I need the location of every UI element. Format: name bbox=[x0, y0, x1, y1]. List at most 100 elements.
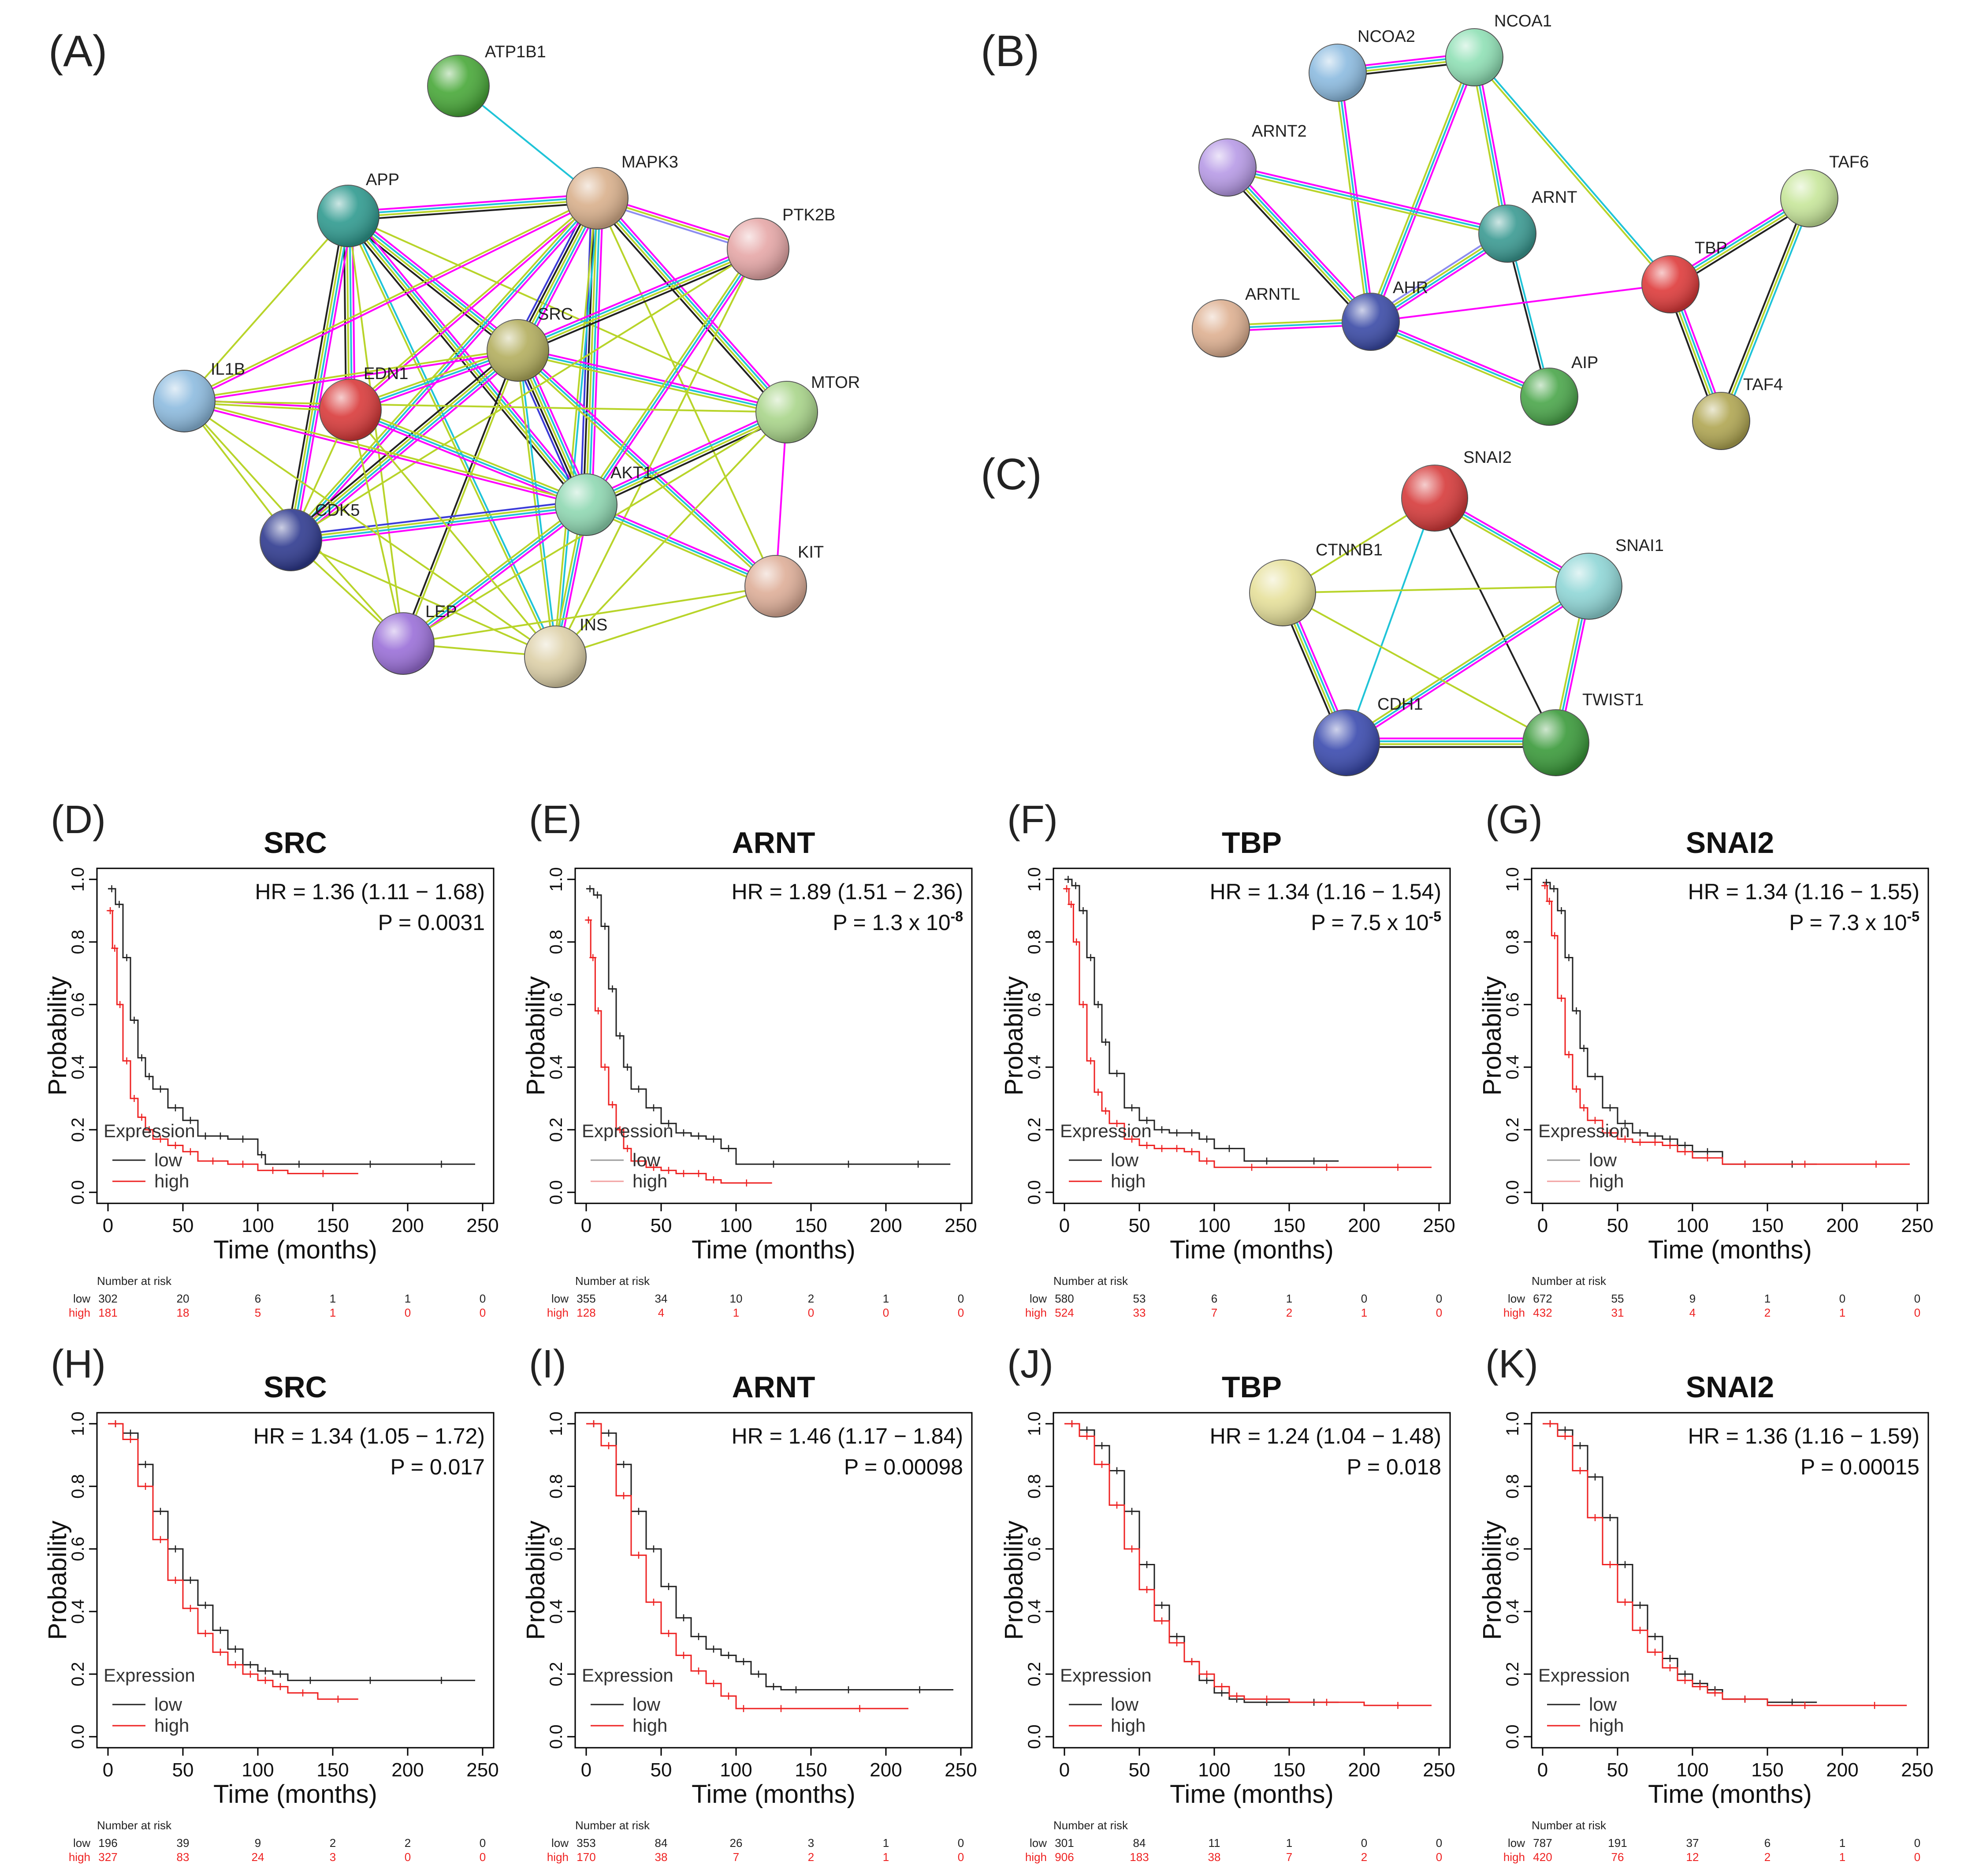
node-arnt[interactable]: ARNT bbox=[1478, 188, 1577, 263]
x-axis-label: Time (months) bbox=[1170, 1236, 1334, 1264]
node-ncoa2[interactable]: NCOA2 bbox=[1309, 27, 1415, 102]
node-twist1[interactable]: TWIST1 bbox=[1522, 691, 1644, 776]
edge-line bbox=[1227, 169, 1507, 238]
x-tick-label: 200 bbox=[870, 1215, 902, 1236]
y-tick-label: 0.0 bbox=[1025, 1180, 1044, 1205]
censor-mark bbox=[1558, 907, 1565, 914]
censor-mark bbox=[127, 1436, 134, 1443]
node-highlight bbox=[428, 55, 489, 117]
node-edn1[interactable]: EDN1 bbox=[319, 365, 408, 441]
risk-high-count: 1 bbox=[733, 1306, 739, 1319]
censor-mark bbox=[209, 1158, 216, 1165]
risk-high-count: 1 bbox=[883, 1850, 889, 1864]
node-ahr[interactable]: AHR bbox=[1342, 279, 1428, 351]
censor-mark bbox=[107, 907, 114, 914]
edge-line bbox=[597, 197, 789, 412]
censor-mark bbox=[111, 945, 119, 952]
node-taf6[interactable]: TAF6 bbox=[1780, 153, 1869, 227]
panel-label: (E) bbox=[529, 798, 582, 842]
edge-MAPK3-CDK5 bbox=[288, 196, 600, 543]
censor-mark bbox=[635, 1552, 642, 1559]
risk-high-count: 2 bbox=[808, 1850, 814, 1864]
node-arnt2[interactable]: ARNT2 bbox=[1198, 122, 1307, 197]
node-ncoa1[interactable]: NCOA1 bbox=[1445, 12, 1552, 86]
edge-line bbox=[349, 215, 558, 657]
node-arntl[interactable]: ARNTL bbox=[1192, 285, 1300, 357]
node-snai1[interactable]: SNAI1 bbox=[1555, 536, 1664, 620]
edge-line bbox=[1282, 592, 1556, 744]
node-ptk2b[interactable]: PTK2B bbox=[727, 206, 835, 280]
x-tick-label: 150 bbox=[1751, 1759, 1783, 1781]
node-taf4[interactable]: TAF4 bbox=[1692, 376, 1783, 450]
x-tick-label: 200 bbox=[391, 1759, 424, 1781]
censor-mark bbox=[1543, 879, 1550, 886]
edge-line bbox=[184, 351, 518, 404]
node-highlight bbox=[524, 626, 586, 688]
chart-title: TBP bbox=[1222, 826, 1282, 860]
censor-mark bbox=[1789, 1698, 1796, 1706]
node-mapk3[interactable]: MAPK3 bbox=[566, 153, 678, 230]
censor-mark bbox=[157, 1536, 164, 1543]
node-aip[interactable]: AIP bbox=[1520, 354, 1598, 426]
edge-line bbox=[348, 199, 598, 219]
y-axis-label: Probability bbox=[43, 976, 72, 1096]
edge-SRC-MTOR bbox=[517, 346, 788, 416]
legend-high-label: high bbox=[154, 1715, 189, 1736]
edge-line bbox=[183, 400, 556, 658]
node-il1b[interactable]: IL1B bbox=[153, 360, 245, 432]
edge-PTK2B-AKT1 bbox=[583, 247, 762, 507]
node-tbp[interactable]: TBP bbox=[1641, 239, 1727, 313]
y-tick-label: 0.4 bbox=[1025, 1599, 1044, 1624]
censor-mark bbox=[1681, 1142, 1689, 1149]
legend-high-label: high bbox=[1111, 1171, 1146, 1191]
edge-AKT1-EDN1 bbox=[349, 406, 588, 508]
node-label: SRC bbox=[538, 305, 573, 324]
node-atp1b1[interactable]: ATP1B1 bbox=[427, 43, 546, 117]
node-akt1[interactable]: AKT1 bbox=[555, 464, 652, 536]
y-tick-label: 0.2 bbox=[547, 1117, 566, 1142]
node-highlight bbox=[1309, 44, 1366, 101]
edge-line bbox=[554, 249, 759, 657]
edge-line bbox=[586, 413, 788, 507]
edge-line bbox=[184, 400, 787, 413]
risk-low-count: 20 bbox=[177, 1292, 190, 1305]
hazard-ratio: HR = 1.36 (1.16 − 1.59) bbox=[1688, 1424, 1919, 1448]
node-lep[interactable]: LEP bbox=[372, 603, 457, 675]
edge-line bbox=[1476, 56, 1511, 234]
node-app[interactable]: APP bbox=[317, 171, 399, 247]
node-cdk5[interactable]: CDK5 bbox=[260, 501, 360, 571]
node-cdh1[interactable]: CDH1 bbox=[1313, 695, 1423, 776]
censor-mark bbox=[1113, 1501, 1120, 1509]
censor-mark bbox=[1064, 876, 1072, 883]
node-label: ARNT2 bbox=[1252, 122, 1307, 141]
censor-mark bbox=[157, 1508, 164, 1515]
node-kit[interactable]: KIT bbox=[744, 543, 824, 618]
edge-line bbox=[290, 499, 586, 537]
censor-mark bbox=[187, 1117, 194, 1124]
censor-mark bbox=[1666, 1142, 1674, 1149]
edge-APP-LEP bbox=[347, 216, 404, 644]
x-tick-label: 0 bbox=[1059, 1759, 1070, 1781]
legend-low-label: low bbox=[1589, 1694, 1617, 1715]
node-mtor[interactable]: MTOR bbox=[755, 373, 860, 443]
x-tick-label: 150 bbox=[316, 1759, 349, 1781]
x-tick-label: 250 bbox=[945, 1759, 977, 1781]
risk-high-count: 4 bbox=[658, 1306, 664, 1319]
node-ctnnb1[interactable]: CTNNB1 bbox=[1249, 541, 1383, 626]
node-ins[interactable]: INS bbox=[524, 616, 607, 688]
edge-line bbox=[1373, 58, 1478, 324]
censor-mark bbox=[123, 954, 130, 961]
censor-mark bbox=[1666, 1664, 1674, 1671]
censor-mark bbox=[1573, 1007, 1580, 1015]
node-snai2[interactable]: SNAI2 bbox=[1401, 448, 1512, 532]
censor-mark bbox=[239, 1161, 246, 1168]
node-src[interactable]: SRC bbox=[487, 305, 573, 382]
risk-low-count: 6 bbox=[255, 1292, 261, 1305]
censor-mark bbox=[620, 1492, 627, 1500]
y-tick-label: 0.8 bbox=[1503, 1474, 1522, 1499]
p-value: P = 7.5 x 10-5 bbox=[1311, 908, 1441, 935]
risk-group-low: low bbox=[1030, 1292, 1047, 1305]
censor-mark bbox=[665, 1167, 672, 1174]
y-tick-label: 0.6 bbox=[1025, 992, 1044, 1017]
